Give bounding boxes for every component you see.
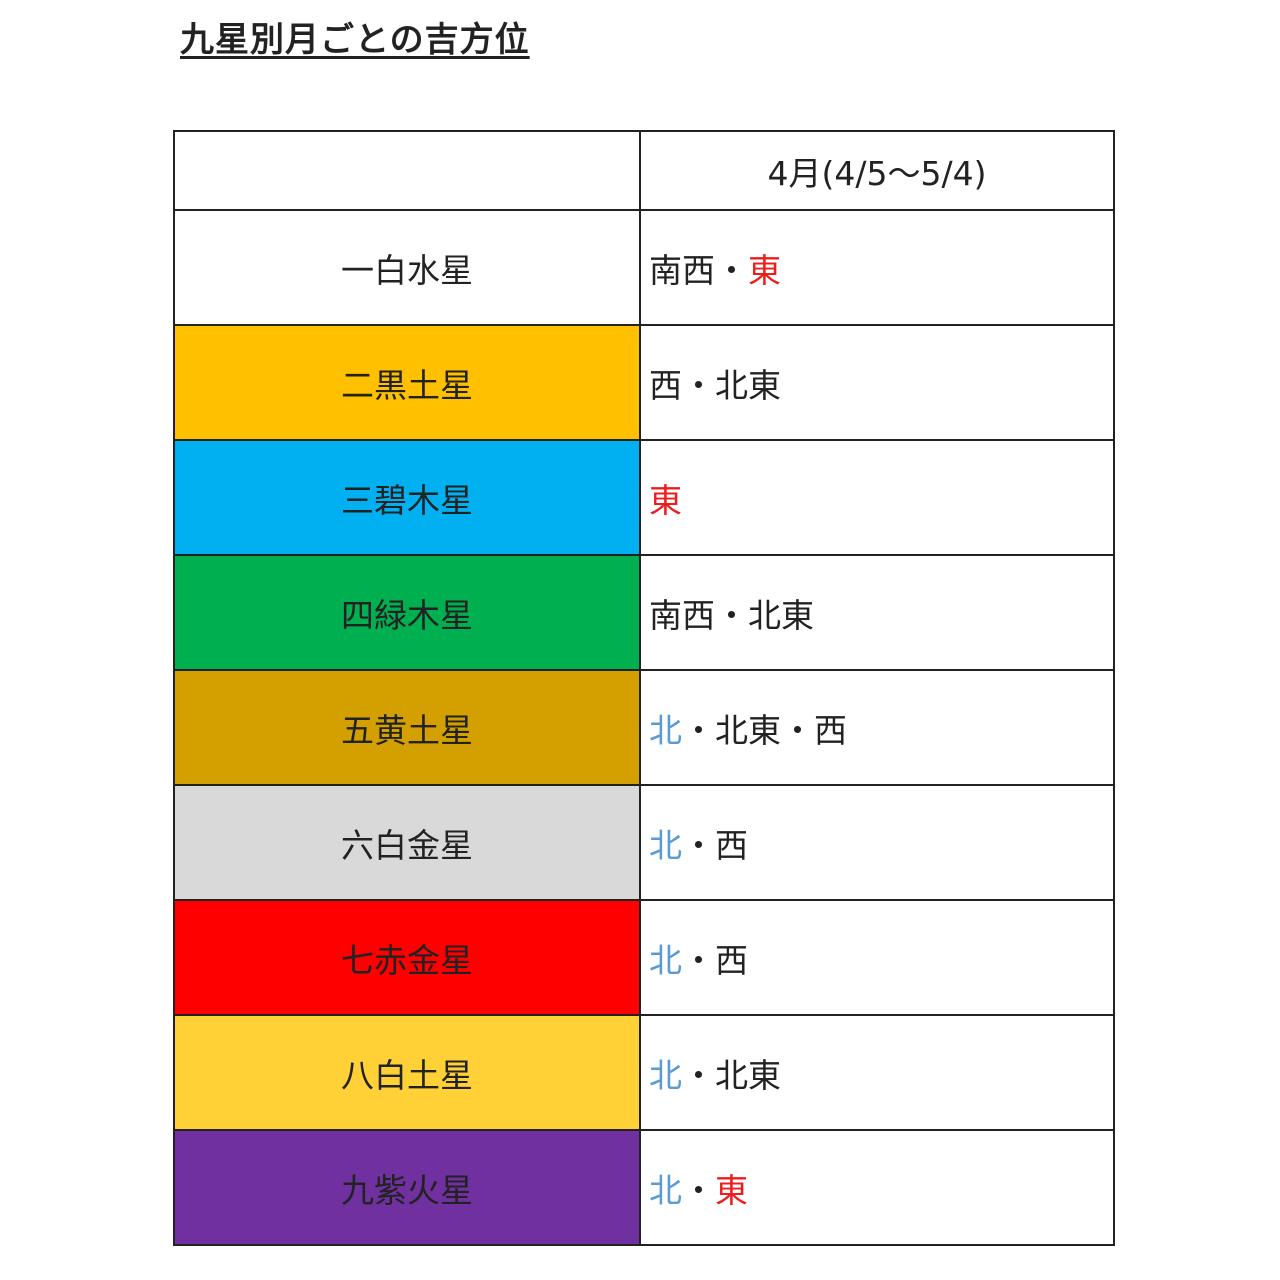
- direction-text: 東: [715, 1170, 748, 1210]
- table-row: 一白水星 南西・東: [173, 209, 1115, 326]
- separator: ・: [715, 250, 748, 290]
- direction-cell: 東: [639, 439, 1115, 556]
- direction-text: 東: [649, 480, 682, 520]
- direction-text: 北東: [748, 595, 814, 635]
- page-title: 九星別月ごとの吉方位: [180, 20, 530, 60]
- table-row: 七赤金星 北・西: [173, 899, 1115, 1016]
- direction-cell: 北・東: [639, 1129, 1115, 1246]
- separator: ・: [682, 365, 715, 405]
- direction-cell: 北・北東: [639, 1014, 1115, 1131]
- direction-cell: 西・北東: [639, 324, 1115, 441]
- table-row: 三碧木星東: [173, 439, 1115, 556]
- direction-text: 北: [649, 940, 682, 980]
- direction-cell: 北・北東・西: [639, 669, 1115, 786]
- direction-text: 西: [715, 940, 748, 980]
- direction-cell: 北・西: [639, 784, 1115, 901]
- star-name-cell: 四緑木星: [173, 554, 641, 671]
- star-name-cell: 五黄土星: [173, 669, 641, 786]
- direction-cell: 北・西: [639, 899, 1115, 1016]
- direction-text: 北東: [715, 365, 781, 405]
- separator: ・: [682, 825, 715, 865]
- table-row: 六白金星 北・西: [173, 784, 1115, 901]
- star-name-cell: 二黒土星: [173, 324, 641, 441]
- star-name-cell: 一白水星: [173, 209, 641, 326]
- table-row: 二黒土星 西・北東: [173, 324, 1115, 441]
- direction-text: 西: [814, 710, 847, 750]
- separator: ・: [682, 1170, 715, 1210]
- header-month-cell: 4月(4/5〜5/4): [639, 130, 1115, 211]
- separator: ・: [715, 595, 748, 635]
- header-star-cell: [173, 130, 641, 211]
- star-name-cell: 七赤金星: [173, 899, 641, 1016]
- direction-cell: 南西・東: [639, 209, 1115, 326]
- star-name-cell: 六白金星: [173, 784, 641, 901]
- direction-text: 北: [649, 710, 682, 750]
- star-name-cell: 八白土星: [173, 1014, 641, 1131]
- table-row: 九紫火星 北・東: [173, 1129, 1115, 1246]
- direction-text: 南西: [649, 595, 715, 635]
- direction-text: 西: [715, 825, 748, 865]
- separator: ・: [781, 710, 814, 750]
- direction-text: 北: [649, 825, 682, 865]
- direction-text: 南西: [649, 250, 715, 290]
- table-row: 四緑木星 南西・北東: [173, 554, 1115, 671]
- separator: ・: [682, 1055, 715, 1095]
- separator: ・: [682, 710, 715, 750]
- direction-text: 北東: [715, 710, 781, 750]
- direction-text: 北: [649, 1055, 682, 1095]
- lucky-direction-table: 4月(4/5〜5/4) 一白水星 南西・東 二黒土星 西・北東 三碧木星東四緑木星 南西・…: [173, 130, 1115, 1246]
- direction-text: 北: [649, 1170, 682, 1210]
- direction-text: 西: [649, 365, 682, 405]
- direction-cell: 南西・北東: [639, 554, 1115, 671]
- table-row: 五黄土星 北・北東・西: [173, 669, 1115, 786]
- star-name-cell: 九紫火星: [173, 1129, 641, 1246]
- direction-text: 東: [748, 250, 781, 290]
- separator: ・: [682, 940, 715, 980]
- table-row: 八白土星 北・北東: [173, 1014, 1115, 1131]
- table-header-row: 4月(4/5〜5/4): [173, 130, 1115, 211]
- star-name-cell: 三碧木星: [173, 439, 641, 556]
- direction-text: 北東: [715, 1055, 781, 1095]
